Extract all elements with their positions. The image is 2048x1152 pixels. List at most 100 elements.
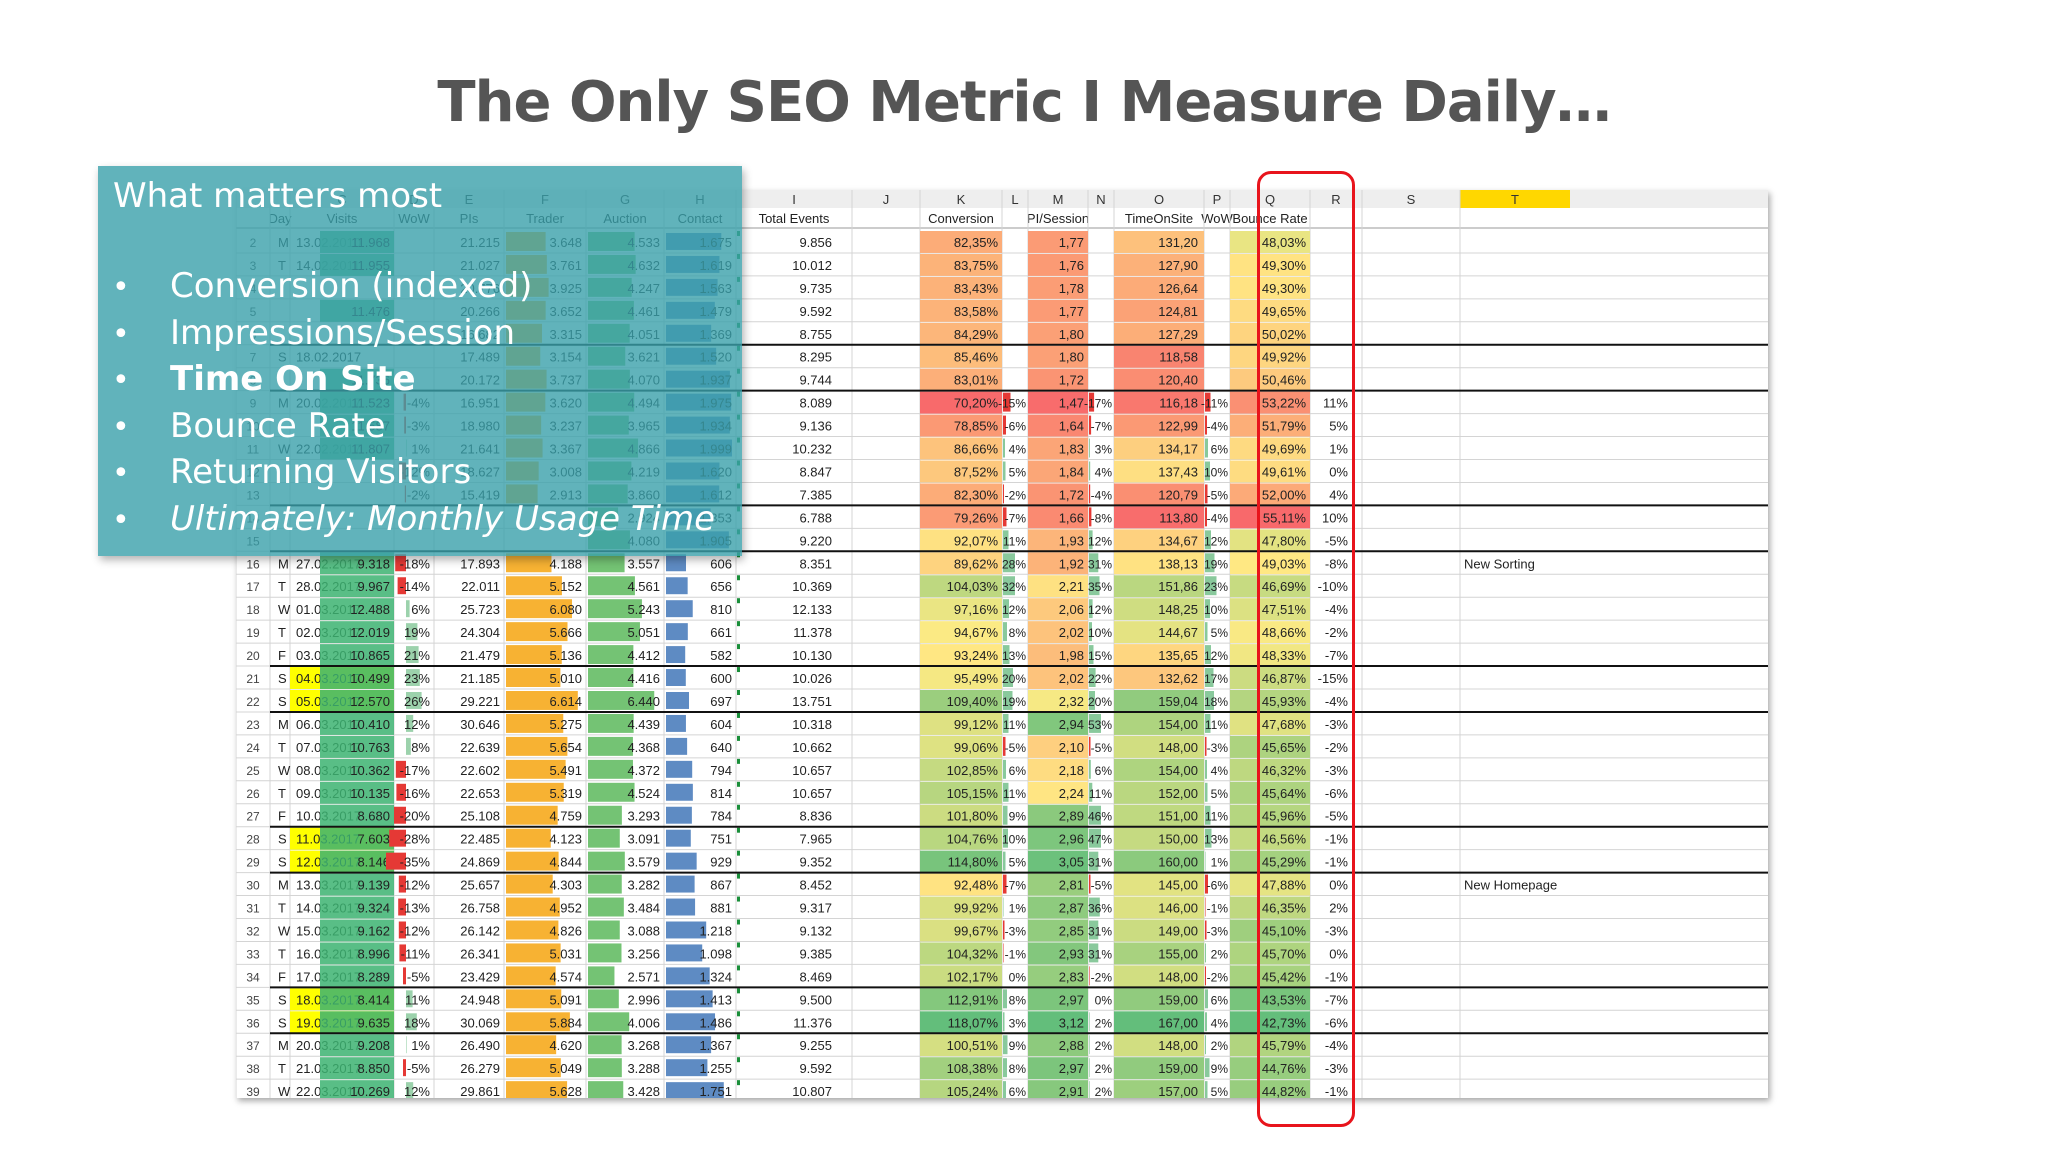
conversion-wow-value: 20% [1002, 672, 1026, 686]
visits-value: 10.499 [350, 671, 390, 686]
row-number: 18 [246, 603, 260, 617]
visits-wow-value: 19% [404, 625, 430, 640]
comment-marker [737, 690, 740, 695]
auction-value: 4.439 [627, 717, 660, 732]
pi-session-value: 1,77 [1059, 235, 1084, 250]
page-impressions-value: 24.304 [460, 625, 500, 640]
time-on-site-wow-value: -3% [1207, 741, 1229, 755]
weekday-cell: M [278, 878, 289, 893]
auction-value: 4.006 [627, 1015, 660, 1030]
row-number: 16 [246, 557, 260, 571]
comment-marker [737, 1080, 740, 1085]
auction-value: 3.293 [627, 809, 660, 824]
column-header: TimeOnSite [1125, 211, 1193, 226]
visits-wow-value: -12% [400, 923, 431, 938]
pi-session-wow-bar [1089, 1035, 1090, 1054]
contact-bar [666, 830, 691, 847]
contact-bar [666, 738, 687, 755]
trader-bar [506, 829, 551, 848]
total-events-value: 9.220 [799, 533, 832, 548]
time-on-site-wow-value: 17% [1204, 672, 1228, 686]
time-on-site-wow-value: 1% [1211, 856, 1229, 870]
contact-bar [666, 623, 688, 640]
time-on-site-value: 122,99 [1158, 419, 1198, 434]
total-events-value: 9.500 [799, 992, 832, 1007]
pi-session-wow-bar [1089, 1081, 1090, 1098]
comment-marker [737, 736, 740, 741]
weekday-cell: W [278, 763, 291, 778]
total-events-value: 8.847 [799, 464, 832, 479]
conversion-value: 83,58% [954, 304, 999, 319]
weekday-cell: S [278, 694, 287, 709]
row-number: 29 [246, 856, 260, 870]
column-letter: P [1213, 192, 1222, 207]
trader-value: 4.303 [549, 878, 582, 893]
time-on-site-value: 151,00 [1158, 809, 1198, 824]
conversion-wow-value: 8% [1009, 1062, 1027, 1076]
visits-value: 9.967 [357, 579, 390, 594]
time-on-site-wow-value: -5% [1207, 488, 1229, 502]
contact-value: 929 [710, 855, 732, 870]
pi-session-wow-bar [1089, 966, 1090, 985]
total-events-value: 10.232 [792, 442, 832, 457]
visits-value: 9.208 [357, 1038, 390, 1053]
pi-session-wow-value: 2% [1095, 1062, 1113, 1076]
visits-value: 10.410 [350, 717, 390, 732]
total-events-value: 11.376 [793, 1015, 832, 1030]
visits-wow-value: -16% [400, 786, 431, 801]
pi-session-wow-value: 15% [1088, 649, 1112, 663]
pi-session-value: 3,12 [1059, 1015, 1084, 1030]
time-on-site-wow-value: -6% [1207, 879, 1229, 893]
pi-session-wow-value: 36% [1088, 902, 1112, 916]
pi-session-value: 2,88 [1059, 1038, 1084, 1053]
pi-session-value: 2,87 [1059, 901, 1084, 916]
pi-session-value: 1,78 [1059, 281, 1084, 296]
pi-session-wow-value: 2% [1095, 1016, 1113, 1030]
pi-session-value: 2,94 [1059, 717, 1084, 732]
visits-value: 9.324 [357, 901, 390, 916]
pi-session-wow-value: 3% [1095, 443, 1113, 457]
time-on-site-value: 155,00 [1158, 946, 1198, 961]
time-on-site-value: 138,13 [1158, 556, 1198, 571]
auction-value: 5.051 [627, 625, 660, 640]
row-number: 26 [246, 787, 260, 801]
contact-value: 604 [710, 717, 732, 732]
page-impressions-value: 22.602 [460, 763, 500, 778]
visits-wow-value: 12% [404, 1084, 430, 1098]
total-events-value: 12.133 [792, 602, 832, 617]
total-events-value: 9.592 [799, 1061, 832, 1076]
conversion-wow-value: 5% [1009, 856, 1027, 870]
conversion-wow-value: 3% [1009, 1016, 1027, 1030]
conversion-wow-value: 9% [1009, 810, 1027, 824]
pi-session-value: 3,05 [1059, 855, 1084, 870]
row-number: 30 [246, 879, 260, 893]
comment-marker [737, 988, 740, 993]
time-on-site-value: 134,17 [1158, 442, 1198, 457]
pi-session-wow-value: 46% [1088, 810, 1112, 824]
time-on-site-value: 113,80 [1159, 510, 1198, 525]
page-impressions-value: 29.861 [460, 1084, 500, 1098]
total-events-value: 10.369 [792, 579, 832, 594]
trader-value: 5.010 [549, 671, 582, 686]
trader-value: 5.152 [549, 579, 582, 594]
conversion-value: 104,32% [947, 946, 999, 961]
pi-session-value: 2,81 [1059, 878, 1084, 893]
total-events-value: 9.352 [799, 855, 832, 870]
contact-bar [666, 692, 689, 709]
conversion-value: 83,43% [954, 281, 999, 296]
wow-bar [406, 738, 411, 755]
auction-bar [588, 852, 625, 871]
conversion-wow-value: 8% [1009, 626, 1027, 640]
auction-value: 4.561 [627, 579, 660, 594]
auction-bar [588, 806, 622, 825]
wow-bar [406, 1036, 407, 1053]
visits-wow-value: 26% [404, 694, 430, 709]
auction-bar [588, 829, 620, 848]
conversion-value: 82,35% [954, 235, 999, 250]
bullet-text: Time On Site [170, 359, 416, 399]
pi-session-wow-value: 10% [1088, 626, 1112, 640]
trader-value: 6.080 [549, 602, 582, 617]
trader-value: 4.188 [549, 556, 582, 571]
trader-value: 5.275 [549, 717, 582, 732]
comment-marker [737, 897, 740, 902]
